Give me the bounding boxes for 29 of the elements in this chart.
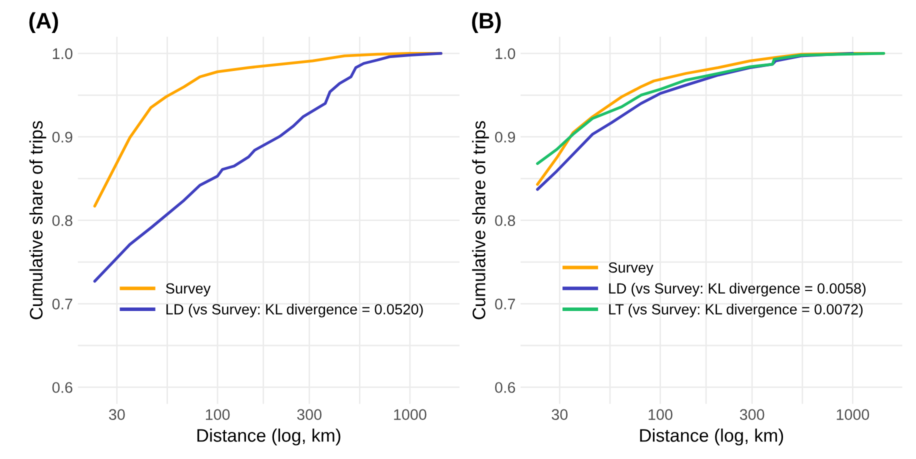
x-tick-label: 1000: [394, 409, 426, 420]
y-axis-title: Cumulative share of trips: [29, 121, 46, 320]
y-axis-title: Cumulative share of trips: [472, 121, 489, 320]
x-tick-label: 100: [648, 409, 672, 420]
x-tick-label: 30: [552, 409, 568, 420]
x-tick-label: 30: [109, 409, 125, 420]
legend-label: LT (vs Survey: KL divergence = 0.0072): [609, 304, 863, 318]
x-tick-label: 1000: [836, 409, 870, 420]
x-tick-label: 300: [297, 409, 322, 420]
legend-label: LD (vs Survey: KL divergence = 0.0058): [609, 282, 866, 296]
x-tick-label: 300: [740, 409, 764, 420]
chart-title: (B): [472, 12, 501, 33]
y-tick-label: 0.6: [495, 382, 516, 393]
y-tick-label: 1.0: [52, 48, 72, 60]
legend-label: LD (vs Survey: KL divergence = 0.0520): [166, 304, 423, 318]
legend-label: Survey: [608, 262, 654, 276]
y-tick-label: 0.7: [495, 298, 515, 310]
x-axis-title: Distance (log, km): [640, 428, 784, 446]
y-tick-label: 0.6: [52, 382, 72, 393]
y-tick-label: 0.8: [52, 215, 72, 226]
y-tick-label: 0.8: [495, 215, 516, 226]
y-tick-label: 1.0: [496, 48, 516, 60]
y-tick-label: 0.9: [495, 132, 516, 143]
x-tick-label: 100: [206, 409, 230, 420]
x-axis-title: Distance (log, km): [197, 428, 340, 446]
y-tick-label: 0.7: [52, 298, 72, 310]
chart-title: (A): [29, 12, 58, 33]
y-tick-label: 0.9: [52, 132, 72, 143]
legend-label: Survey: [166, 283, 211, 296]
